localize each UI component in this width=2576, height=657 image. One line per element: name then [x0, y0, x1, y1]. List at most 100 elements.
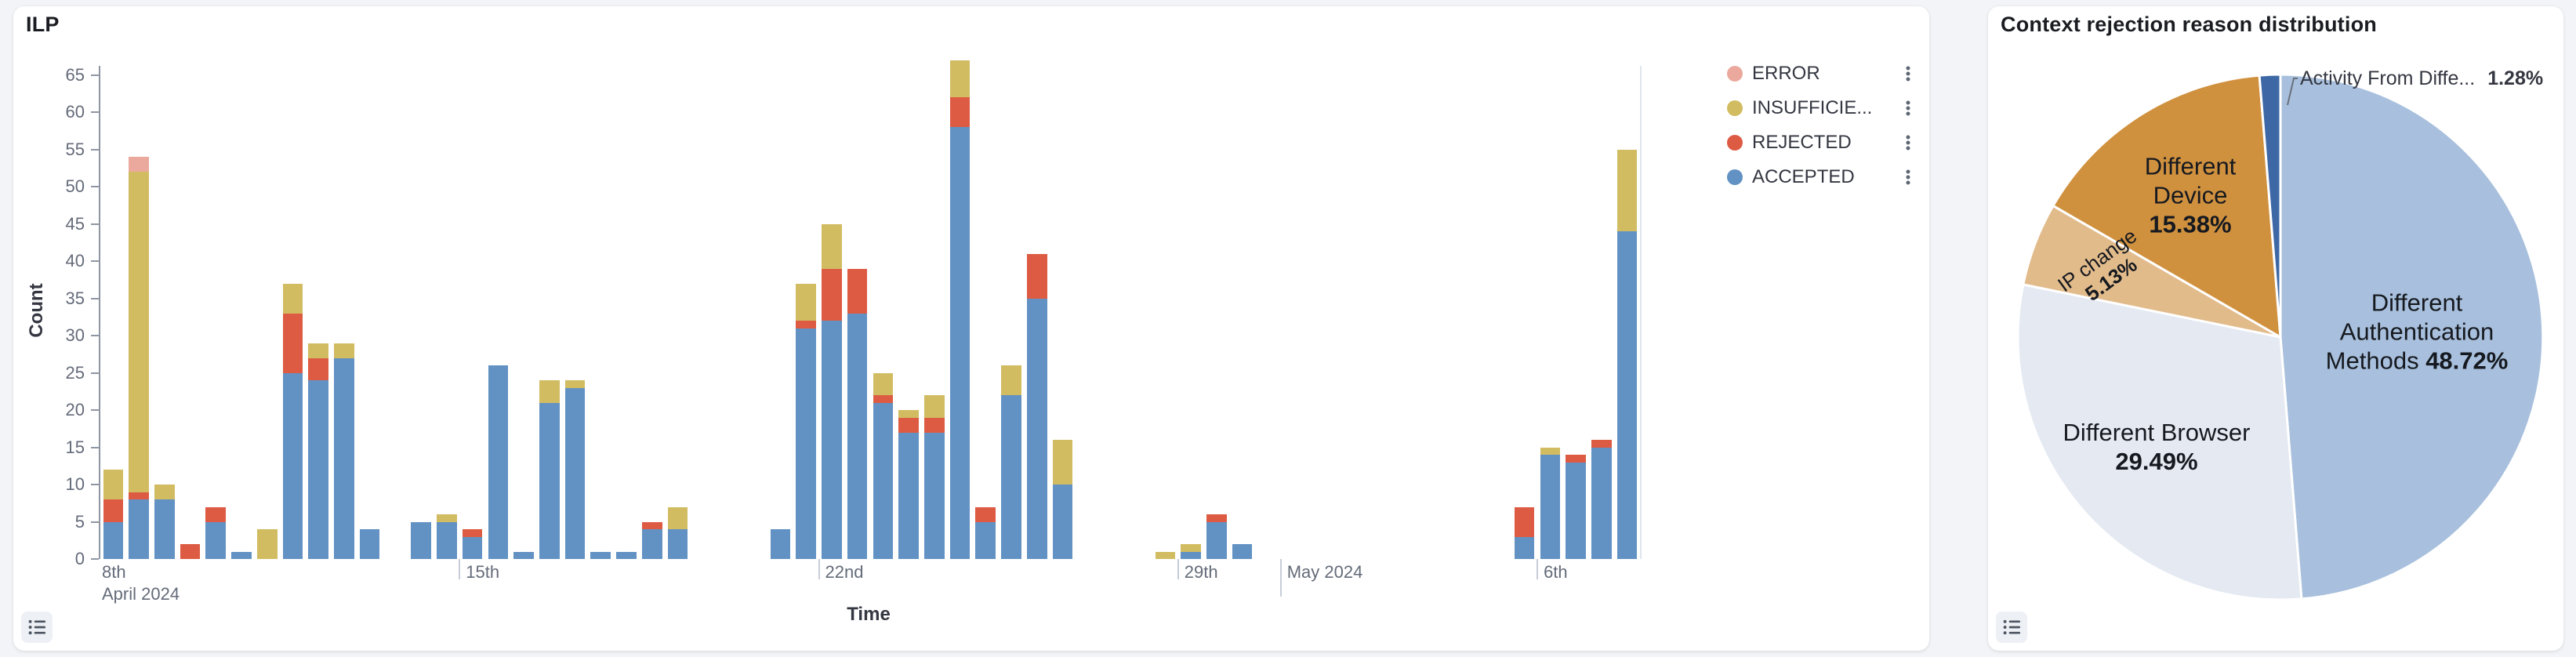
bar-segment-rejected[interactable] — [1206, 514, 1227, 522]
bar-segment-rejected[interactable] — [924, 417, 945, 433]
legend-actions-button[interactable] — [1898, 132, 1918, 153]
bar-segment-insufficie[interactable] — [539, 380, 560, 403]
bar-segment-accepted[interactable] — [1026, 298, 1047, 559]
bar-segment-accepted[interactable] — [488, 365, 509, 559]
bar-segment-insufficie[interactable] — [1616, 149, 1638, 231]
bar-segment-accepted[interactable] — [154, 499, 175, 559]
bar-segment-rejected[interactable] — [308, 358, 329, 380]
bar-segment-accepted[interactable] — [308, 380, 329, 559]
bar-segment-accepted[interactable] — [1206, 521, 1227, 559]
bar-segment-accepted[interactable] — [847, 313, 868, 559]
legend-item[interactable]: REJECTED — [1727, 125, 1918, 160]
bar-segment-insufficie[interactable] — [334, 343, 354, 358]
bar-segment-rejected[interactable] — [180, 544, 201, 559]
bar-segment-insufficie[interactable] — [564, 380, 586, 388]
pie-slice-activity-from-diffe[interactable] — [2258, 73, 2282, 339]
bar-segment-accepted[interactable] — [1591, 447, 1612, 559]
bar-segment-insufficie[interactable] — [949, 60, 971, 97]
legend-actions-button[interactable] — [1898, 98, 1918, 118]
bar-segment-accepted[interactable] — [205, 521, 227, 559]
bar-segment-insufficie[interactable] — [437, 514, 457, 522]
bar-segment-rejected[interactable] — [103, 499, 124, 522]
bar-segment-accepted[interactable] — [616, 551, 637, 559]
bar-segment-accepted[interactable] — [437, 521, 457, 559]
bar-segment-rejected[interactable] — [949, 97, 971, 127]
bar-segment-accepted[interactable] — [975, 521, 996, 559]
bar-segment-insufficie[interactable] — [822, 223, 842, 269]
bar-segment-accepted[interactable] — [770, 529, 791, 559]
bar-segment-insufficie[interactable] — [796, 283, 816, 321]
legend-actions-button[interactable] — [1898, 64, 1918, 84]
bar-segment-accepted[interactable] — [590, 551, 611, 559]
bar-segment-accepted[interactable] — [564, 387, 586, 559]
bar-segment-accepted[interactable] — [1566, 462, 1586, 559]
bar-segment-insufficie[interactable] — [1052, 440, 1073, 485]
bar-segment-error[interactable] — [129, 157, 149, 172]
legend-toggle-button[interactable] — [1996, 612, 2027, 643]
bar-segment-accepted[interactable] — [924, 432, 945, 559]
bar-segment-rejected[interactable] — [129, 492, 149, 499]
bar-segment-rejected[interactable] — [822, 268, 842, 321]
bar-segment-accepted[interactable] — [822, 321, 842, 559]
bar-segment-accepted[interactable] — [667, 529, 688, 559]
bar-segment-insufficie[interactable] — [898, 410, 919, 418]
bar-segment-rejected[interactable] — [898, 417, 919, 433]
bar-segment-insufficie[interactable] — [308, 343, 329, 358]
legend-actions-button[interactable] — [1898, 167, 1918, 187]
bar-segment-accepted[interactable] — [359, 529, 380, 559]
legend-item[interactable]: INSUFFICIE... — [1727, 91, 1918, 125]
bar-segment-accepted[interactable] — [539, 402, 560, 559]
bar-segment-insufficie[interactable] — [282, 283, 303, 314]
bar-segment-insufficie[interactable] — [924, 395, 945, 418]
bar-segment-insufficie[interactable] — [103, 470, 124, 499]
pie-slice-different-device[interactable] — [2052, 74, 2282, 339]
legend-item[interactable]: ERROR — [1727, 56, 1918, 91]
bar-segment-accepted[interactable] — [873, 402, 894, 559]
bar-segment-accepted[interactable] — [1540, 455, 1561, 559]
bar-segment-rejected[interactable] — [847, 268, 868, 314]
bar-segment-accepted[interactable] — [796, 328, 816, 559]
bar-segment-insufficie[interactable] — [873, 372, 894, 395]
bar-segment-rejected[interactable] — [1566, 455, 1586, 463]
bar-segment-insufficie[interactable] — [129, 172, 149, 492]
bar-segment-rejected[interactable] — [1514, 506, 1535, 537]
bar-segment-accepted[interactable] — [334, 358, 354, 559]
legend-color-dot — [1727, 66, 1743, 82]
bar-segment-accepted[interactable] — [949, 127, 971, 559]
pie-slice-different-browser[interactable] — [2016, 283, 2303, 601]
bar-segment-insufficie[interactable] — [1001, 365, 1021, 395]
bar-segment-accepted[interactable] — [1001, 395, 1021, 559]
bar-segment-rejected[interactable] — [282, 313, 303, 373]
bar-segment-accepted[interactable] — [282, 372, 303, 559]
bar-segment-accepted[interactable] — [1181, 551, 1201, 559]
bar-segment-accepted[interactable] — [1616, 231, 1638, 559]
legend-toggle-button[interactable] — [21, 612, 53, 643]
bar-segment-rejected[interactable] — [1026, 253, 1047, 299]
bar-segment-rejected[interactable] — [1591, 440, 1612, 448]
bar-segment-accepted[interactable] — [103, 521, 124, 559]
bar-segment-insufficie[interactable] — [154, 485, 175, 499]
legend-item[interactable]: ACCEPTED — [1727, 160, 1918, 194]
bar-segment-accepted[interactable] — [641, 529, 662, 559]
bar-segment-accepted[interactable] — [129, 499, 149, 559]
bar-segment-accepted[interactable] — [411, 521, 431, 559]
pie-slice-different-authentication-methods[interactable] — [2279, 73, 2545, 601]
bar-segment-rejected[interactable] — [641, 521, 662, 529]
bar-segment-accepted[interactable] — [462, 536, 483, 559]
bar-segment-accepted[interactable] — [1514, 536, 1535, 559]
bar-segment-insufficie[interactable] — [667, 506, 688, 529]
bar-segment-rejected[interactable] — [975, 506, 996, 522]
bar-segment-accepted[interactable] — [231, 551, 252, 559]
bar-segment-rejected[interactable] — [873, 395, 894, 403]
bar-segment-insufficie[interactable] — [1155, 551, 1176, 559]
bar-segment-accepted[interactable] — [898, 432, 919, 559]
bar-segment-rejected[interactable] — [205, 506, 227, 522]
bar-segment-accepted[interactable] — [1232, 544, 1253, 559]
bar-segment-insufficie[interactable] — [1181, 544, 1201, 552]
bar-segment-insufficie[interactable] — [1540, 447, 1561, 455]
bar-segment-rejected[interactable] — [796, 321, 816, 328]
bar-segment-accepted[interactable] — [513, 551, 534, 559]
bar-segment-insufficie[interactable] — [256, 529, 278, 559]
bar-segment-rejected[interactable] — [462, 529, 483, 537]
bar-segment-accepted[interactable] — [1052, 485, 1073, 559]
